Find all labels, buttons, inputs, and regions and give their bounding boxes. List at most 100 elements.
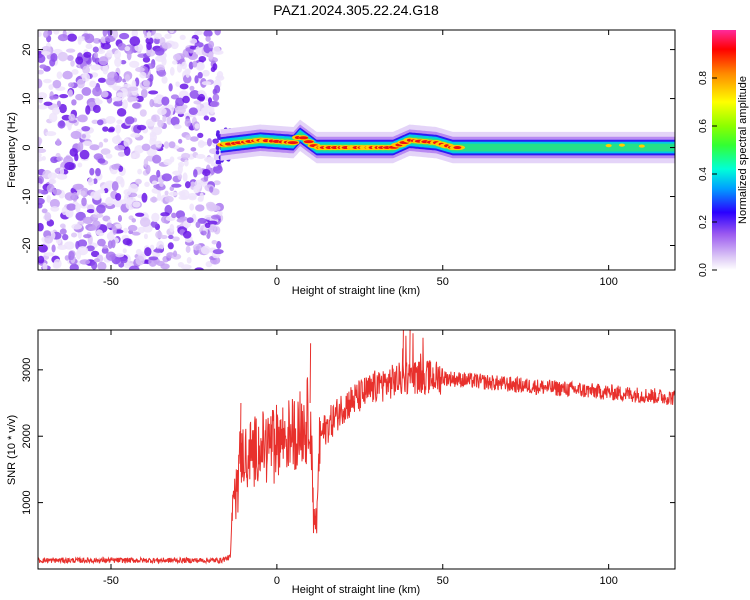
noise-blob <box>92 86 102 97</box>
noise-blob <box>112 96 122 102</box>
noise-blob <box>91 260 98 270</box>
noise-blob <box>213 180 221 186</box>
snr-xlabel: Height of straight line (km) <box>292 584 420 596</box>
noise-blob <box>188 61 194 70</box>
noise-blob <box>192 60 198 68</box>
noise-blob <box>111 163 120 170</box>
noise-blob <box>204 222 211 229</box>
noise-blob <box>43 101 53 106</box>
noise-blob <box>194 179 204 187</box>
noise-blob <box>92 46 99 53</box>
noise-blob <box>189 85 195 91</box>
noise-blob <box>197 90 206 96</box>
noise-blob <box>178 161 185 168</box>
spectrogram-xtick-label: -50 <box>103 276 119 288</box>
noise-blob <box>135 178 142 185</box>
noise-blob <box>195 46 201 55</box>
noise-blob <box>87 177 95 186</box>
noise-blob <box>171 60 178 65</box>
noise-blob <box>47 172 58 180</box>
noise-blob <box>125 116 135 125</box>
noise-blob <box>41 51 51 56</box>
noise-blob <box>139 71 147 79</box>
snr-ytick-label: 1000 <box>21 490 33 514</box>
noise-blob <box>38 222 44 232</box>
noise-blob <box>48 84 54 91</box>
noise-blob <box>212 248 224 255</box>
noise-blob <box>188 107 198 116</box>
noise-blob <box>113 75 123 83</box>
noise-blob <box>81 133 87 139</box>
noise-blob <box>157 107 167 116</box>
noise-blob <box>139 217 151 228</box>
noise-blob <box>194 75 199 84</box>
noise-blob <box>143 233 148 240</box>
noise-blob <box>97 261 107 270</box>
noise-blob <box>197 132 204 139</box>
noise-blob <box>68 113 76 122</box>
noise-blob <box>126 50 132 61</box>
noise-blob <box>53 30 60 35</box>
noise-blob <box>77 162 83 168</box>
noise-blob <box>77 239 88 248</box>
noise-blob <box>81 141 93 146</box>
noise-blob <box>102 64 109 75</box>
noise-blob <box>152 154 162 164</box>
noise-blob <box>68 82 75 88</box>
noise-blob <box>107 240 113 249</box>
noise-blob <box>113 85 120 91</box>
noise-blob <box>86 245 95 252</box>
noise-blob <box>185 47 191 52</box>
noise-blob <box>111 181 119 192</box>
noise-blob <box>161 42 172 49</box>
noise-blob <box>72 192 78 202</box>
spectrogram-frame <box>37 29 676 271</box>
noise-blob <box>38 31 42 38</box>
noise-blob <box>76 78 85 89</box>
noise-blob <box>119 32 130 40</box>
noise-blob <box>49 198 60 209</box>
noise-blob <box>137 226 145 234</box>
noise-blob <box>207 220 218 225</box>
noise-blob <box>172 236 180 242</box>
noise-blob <box>208 40 215 49</box>
snr-series-line <box>38 330 675 565</box>
noise-blob <box>200 107 209 115</box>
noise-blob <box>94 97 100 103</box>
hotspot-core <box>298 136 309 140</box>
noise-blob <box>193 169 198 178</box>
noise-blob <box>168 141 176 149</box>
noise-blob <box>114 57 122 68</box>
noise-blob <box>149 74 154 82</box>
snr-ytick-label: 3000 <box>21 358 33 382</box>
noise-blob <box>116 92 125 98</box>
noise-blob <box>98 141 104 148</box>
noise-blob <box>64 162 75 171</box>
noise-blob <box>75 202 81 213</box>
noise-blob <box>156 260 165 266</box>
noise-blob <box>103 138 109 143</box>
noise-blob <box>92 104 101 114</box>
noise-blob <box>178 195 189 201</box>
colorbar-tick-label: 0.0 <box>698 263 709 277</box>
noise-blob <box>171 212 177 219</box>
noise-blob <box>154 47 165 56</box>
noise-blob <box>189 38 198 45</box>
noise-blob <box>131 218 137 223</box>
noise-blob <box>115 124 122 134</box>
noise-blob <box>67 89 73 98</box>
noise-blob <box>144 181 150 187</box>
noise-blob <box>186 217 194 224</box>
noise-blob <box>194 30 203 36</box>
noise-blob <box>137 168 143 175</box>
noise-blob <box>169 30 175 34</box>
noise-blob <box>48 178 57 185</box>
noise-blob <box>84 33 95 44</box>
snr-xtick-label: 0 <box>274 575 280 587</box>
noise-blob <box>98 56 109 66</box>
noise-blob <box>193 100 202 105</box>
noise-blob <box>201 81 212 86</box>
noise-blob <box>38 104 48 110</box>
noise-blob <box>193 184 200 194</box>
noise-blob <box>131 30 139 38</box>
